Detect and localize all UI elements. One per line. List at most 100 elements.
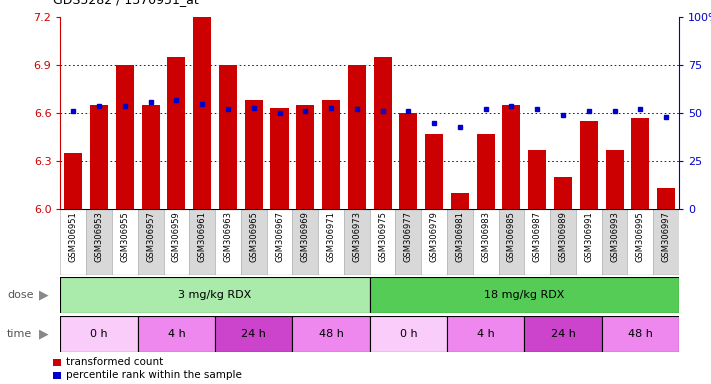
Bar xyxy=(215,316,292,352)
Text: GSM306987: GSM306987 xyxy=(533,211,542,262)
Bar xyxy=(138,209,164,275)
Bar xyxy=(498,209,524,275)
Text: GSM306991: GSM306991 xyxy=(584,211,593,262)
Text: percentile rank within the sample: percentile rank within the sample xyxy=(66,370,242,381)
Text: GSM306973: GSM306973 xyxy=(353,211,361,262)
Bar xyxy=(473,209,498,275)
Bar xyxy=(90,105,108,209)
Bar xyxy=(524,209,550,275)
Text: GSM306953: GSM306953 xyxy=(95,211,104,262)
Bar xyxy=(602,316,679,352)
Text: ▶: ▶ xyxy=(39,289,49,301)
Bar xyxy=(141,105,160,209)
Text: 4 h: 4 h xyxy=(477,329,495,339)
Bar xyxy=(550,209,576,275)
Text: GSM306969: GSM306969 xyxy=(301,211,310,262)
Text: GSM306993: GSM306993 xyxy=(610,211,619,262)
Bar xyxy=(112,209,138,275)
Bar xyxy=(267,209,292,275)
Text: 24 h: 24 h xyxy=(550,329,575,339)
Bar xyxy=(296,105,314,209)
Text: 48 h: 48 h xyxy=(319,329,343,339)
Text: GSM306975: GSM306975 xyxy=(378,211,387,262)
Text: GSM306979: GSM306979 xyxy=(429,211,439,262)
Text: ▶: ▶ xyxy=(39,328,49,341)
Text: GSM306965: GSM306965 xyxy=(250,211,258,262)
Bar xyxy=(602,209,627,275)
Bar xyxy=(60,209,86,275)
Text: GSM306981: GSM306981 xyxy=(456,211,464,262)
Bar xyxy=(631,118,649,209)
Bar xyxy=(245,101,263,209)
Text: GSM306957: GSM306957 xyxy=(146,211,155,262)
Bar xyxy=(528,150,546,209)
Text: GSM306963: GSM306963 xyxy=(223,211,232,262)
Text: dose: dose xyxy=(7,290,33,300)
Bar xyxy=(653,209,679,275)
Bar xyxy=(322,101,340,209)
Bar xyxy=(292,209,318,275)
Text: 0 h: 0 h xyxy=(400,329,417,339)
Bar xyxy=(167,57,186,209)
Bar xyxy=(60,277,370,313)
Bar xyxy=(606,150,624,209)
Bar xyxy=(164,209,189,275)
Bar xyxy=(421,209,447,275)
Text: 24 h: 24 h xyxy=(241,329,266,339)
Text: GSM306985: GSM306985 xyxy=(507,211,516,262)
Bar xyxy=(86,209,112,275)
Bar xyxy=(395,209,421,275)
Text: transformed count: transformed count xyxy=(66,358,163,367)
Text: time: time xyxy=(7,329,33,339)
Bar xyxy=(476,134,495,209)
Bar xyxy=(348,65,366,209)
Bar xyxy=(579,121,598,209)
Text: 0 h: 0 h xyxy=(90,329,108,339)
Text: GSM306995: GSM306995 xyxy=(636,211,645,262)
Bar xyxy=(370,277,679,313)
Bar xyxy=(447,316,524,352)
Text: GSM306997: GSM306997 xyxy=(662,211,670,262)
Text: 18 mg/kg RDX: 18 mg/kg RDX xyxy=(484,290,565,300)
Text: GSM306967: GSM306967 xyxy=(275,211,284,262)
Text: GSM306971: GSM306971 xyxy=(326,211,336,262)
Text: 4 h: 4 h xyxy=(168,329,186,339)
Bar xyxy=(524,316,602,352)
Bar xyxy=(292,316,370,352)
Text: GSM306951: GSM306951 xyxy=(69,211,77,262)
Bar xyxy=(400,113,417,209)
Bar xyxy=(627,209,653,275)
Bar xyxy=(64,153,82,209)
Bar xyxy=(53,359,61,366)
Bar xyxy=(503,105,520,209)
Text: GDS5282 / 1370951_at: GDS5282 / 1370951_at xyxy=(53,0,199,6)
Bar xyxy=(370,209,395,275)
Text: 3 mg/kg RDX: 3 mg/kg RDX xyxy=(178,290,252,300)
Bar xyxy=(373,57,392,209)
Bar xyxy=(60,316,138,352)
Bar xyxy=(138,316,215,352)
Bar xyxy=(193,17,211,209)
Bar xyxy=(189,209,215,275)
Bar xyxy=(447,209,473,275)
Text: GSM306989: GSM306989 xyxy=(559,211,567,262)
Bar xyxy=(219,65,237,209)
Bar xyxy=(576,209,602,275)
Bar xyxy=(270,109,289,209)
Bar xyxy=(318,209,344,275)
Bar xyxy=(370,316,447,352)
Text: GSM306977: GSM306977 xyxy=(404,211,413,262)
Bar xyxy=(425,134,443,209)
Text: 48 h: 48 h xyxy=(628,329,653,339)
Text: GSM306955: GSM306955 xyxy=(120,211,129,262)
Bar xyxy=(215,209,241,275)
Bar xyxy=(657,189,675,209)
Bar xyxy=(116,65,134,209)
Text: GSM306961: GSM306961 xyxy=(198,211,207,262)
Text: GSM306959: GSM306959 xyxy=(172,211,181,262)
Text: GSM306983: GSM306983 xyxy=(481,211,490,262)
Bar xyxy=(53,372,61,379)
Bar xyxy=(451,193,469,209)
Bar xyxy=(241,209,267,275)
Bar xyxy=(554,177,572,209)
